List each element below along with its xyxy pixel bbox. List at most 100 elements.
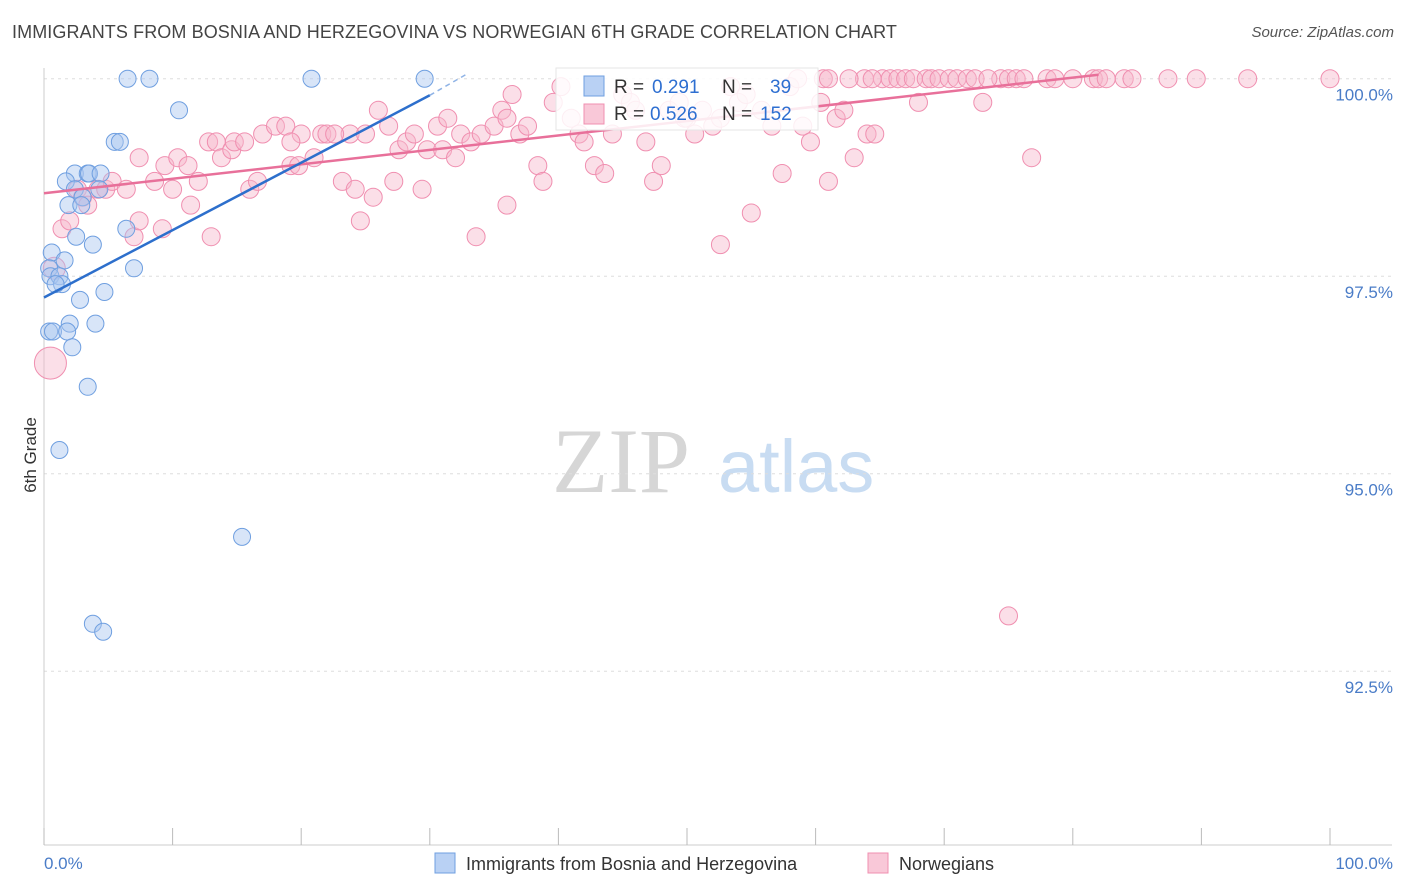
chart-title: IMMIGRANTS FROM BOSNIA AND HERZEGOVINA V… (12, 22, 898, 42)
legend-n-label-blue: N = (722, 77, 752, 98)
norwegians-point (211, 148, 231, 168)
norwegians-point (317, 124, 337, 144)
norwegians-point (651, 156, 671, 176)
bosnia-point (72, 196, 91, 215)
norwegians-point (800, 132, 820, 152)
norwegians-point (168, 148, 188, 168)
norwegians-point (636, 132, 656, 152)
norwegians-point (201, 227, 221, 247)
norwegians-point (999, 606, 1018, 626)
norwegians-trend-line (43, 73, 1099, 195)
bosnia-point (95, 283, 114, 301)
legend-n-value-blue: 39 (770, 77, 791, 98)
legend-r-value-pink: 0.526 (650, 104, 698, 125)
stats-legend: R = 0.291 N = 39 R = 0.526 N = 152 (555, 67, 819, 131)
norwegians-point (1114, 69, 1134, 89)
norwegians-point (129, 148, 149, 168)
norwegians-point (291, 124, 311, 144)
legend-n-label-pink: N = (722, 104, 752, 125)
bottom-legend-swatch-pink (867, 852, 889, 874)
norwegians-point (1022, 148, 1042, 168)
bosnia-point (91, 164, 110, 183)
norwegians-point (818, 69, 838, 89)
bosnia-point (46, 275, 65, 294)
norwegians-point (1320, 69, 1340, 89)
bottom-legend-label-pink: Norwegians (899, 854, 994, 874)
norwegians-point (397, 132, 417, 152)
bottom-legend-swatch-blue (434, 852, 456, 874)
bosnia-point (233, 527, 252, 546)
x-tick-label-min: 0.0% (44, 854, 83, 873)
norwegians-points (33, 69, 1340, 626)
norwegians-point (1096, 69, 1116, 89)
bosnia-point (105, 132, 124, 151)
series-legend: Immigrants from Bosnia and Herzegovina N… (434, 852, 994, 874)
norwegians-point (584, 156, 604, 176)
bosnia-point (55, 251, 74, 270)
bosnia-point (94, 622, 113, 641)
norwegians-point (1238, 69, 1258, 89)
gridlines (44, 78, 1392, 672)
norwegians-point (1186, 69, 1206, 89)
bosnia-point (90, 180, 109, 199)
norwegians-point (384, 171, 404, 191)
norwegians-point (466, 227, 486, 247)
bosnia-point (65, 164, 84, 183)
norwegians-point (368, 100, 388, 120)
legend-r-label-blue: R = (614, 77, 644, 98)
legend-swatch-pink (583, 103, 605, 125)
norwegians-point (741, 203, 761, 223)
norwegians-point (281, 132, 301, 152)
norwegians-point (710, 235, 730, 255)
norwegians-point (33, 346, 67, 380)
bosnia-point (78, 377, 97, 396)
bottom-legend-label-blue: Immigrants from Bosnia and Herzegovina (466, 854, 798, 874)
legend-r-value-blue: 0.291 (652, 77, 700, 98)
bosnia-points (40, 69, 434, 641)
norwegians-point (345, 179, 365, 199)
norwegians-point (826, 108, 846, 128)
legend-swatch-blue (583, 75, 605, 97)
norwegians-point (818, 171, 838, 191)
watermark-atlas: atlas (718, 425, 874, 508)
bosnia-point (140, 69, 159, 88)
norwegians-point (865, 124, 885, 144)
source-credit: Source: ZipAtlas.com (1251, 24, 1394, 41)
norwegians-point (325, 124, 345, 144)
x-tick-label-max: 100.0% (1335, 854, 1393, 873)
norwegians-point (872, 69, 892, 89)
norwegians-point (350, 211, 370, 231)
norwegians-point (446, 148, 466, 168)
bosnia-point (40, 322, 59, 341)
bosnia-point (50, 441, 69, 459)
norwegians-point (265, 116, 285, 136)
norwegians-point (181, 195, 201, 215)
norwegians-point (224, 132, 244, 152)
legend-r-label-pink: R = (614, 104, 644, 125)
norwegians-point (199, 132, 219, 152)
norwegians-point (533, 171, 553, 191)
norwegians-point (363, 187, 383, 207)
norwegians-point (595, 164, 615, 183)
norwegians-point (52, 219, 72, 239)
norwegians-point (574, 132, 594, 152)
norwegians-point (834, 100, 854, 120)
norwegians-point (772, 164, 792, 183)
bosnia-trend-line (43, 94, 431, 299)
bosnia-point (110, 132, 129, 151)
norwegians-point (888, 69, 908, 89)
norwegians-point (178, 156, 198, 176)
norwegians-point (412, 179, 432, 199)
axes: 100.0% 97.5% 95.0% 92.5% (43, 68, 1393, 846)
norwegians-point (528, 156, 548, 176)
norwegians-point (404, 124, 424, 144)
bosnia-point (302, 69, 321, 88)
bosnia-point (44, 322, 63, 341)
norwegians-point (839, 69, 859, 89)
y-tick-label: 92.5% (1345, 678, 1393, 697)
norwegians-point (502, 85, 522, 104)
norwegians-point (978, 69, 998, 89)
norwegians-point (957, 69, 977, 89)
norwegians-point (896, 69, 916, 89)
